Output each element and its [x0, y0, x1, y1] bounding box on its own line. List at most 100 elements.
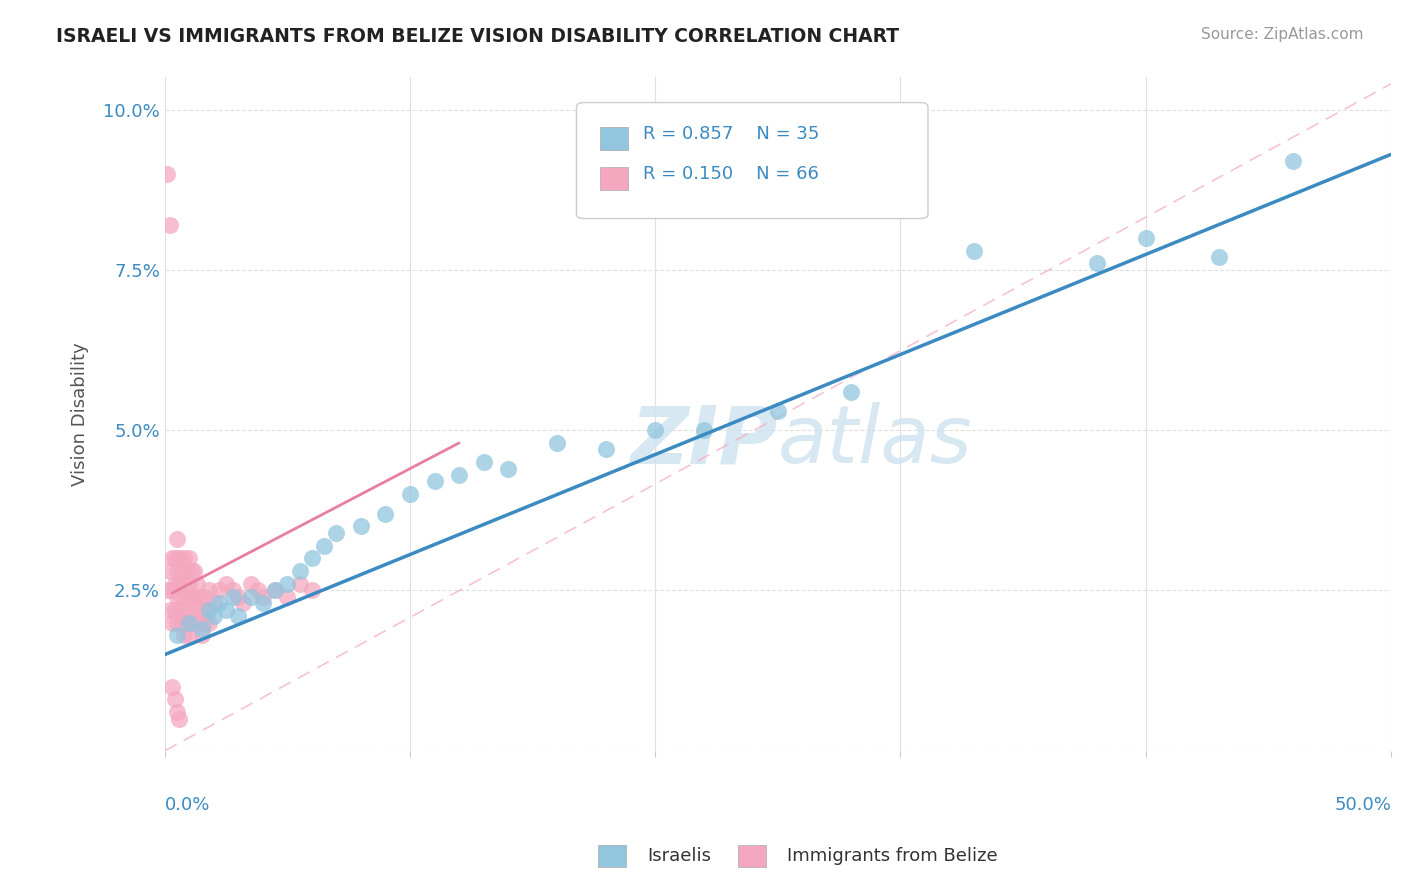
- Point: [252, 590, 274, 604]
- Point: [173, 577, 195, 591]
- Point: [208, 583, 231, 598]
- Point: [202, 609, 225, 624]
- Point: [163, 551, 186, 566]
- Point: [215, 577, 238, 591]
- Point: [325, 525, 347, 540]
- Point: [170, 564, 193, 578]
- Point: [314, 539, 336, 553]
- Point: [163, 577, 186, 591]
- Point: [169, 603, 191, 617]
- Text: R = 0.150    N = 66: R = 0.150 N = 66: [643, 165, 818, 183]
- Point: [163, 692, 186, 706]
- Point: [173, 628, 195, 642]
- Point: [222, 583, 245, 598]
- Point: [595, 442, 617, 457]
- Point: [183, 590, 205, 604]
- Point: [160, 551, 183, 566]
- Point: [232, 596, 254, 610]
- Point: [246, 583, 269, 598]
- Point: [222, 590, 245, 604]
- Point: [166, 532, 188, 546]
- Point: [183, 564, 205, 578]
- Point: [288, 564, 311, 578]
- Point: [173, 551, 195, 566]
- Point: [198, 615, 221, 630]
- Text: ISRAELI VS IMMIGRANTS FROM BELIZE VISION DISABILITY CORRELATION CHART: ISRAELI VS IMMIGRANTS FROM BELIZE VISION…: [56, 27, 900, 45]
- Point: [252, 596, 274, 610]
- Point: [176, 615, 198, 630]
- Point: [176, 590, 198, 604]
- Point: [202, 596, 225, 610]
- Point: [1085, 256, 1108, 270]
- Point: [239, 590, 262, 604]
- Point: [159, 603, 181, 617]
- Point: [963, 244, 986, 258]
- Point: [159, 218, 181, 232]
- Point: [156, 583, 179, 598]
- Point: [644, 423, 666, 437]
- Text: Israelis: Israelis: [647, 847, 711, 865]
- Point: [198, 603, 221, 617]
- Point: [215, 603, 238, 617]
- Point: [1282, 153, 1305, 168]
- Y-axis label: Vision Disability: Vision Disability: [72, 343, 89, 486]
- Point: [188, 590, 211, 604]
- Point: [496, 461, 519, 475]
- Point: [169, 712, 191, 726]
- Point: [179, 628, 201, 642]
- Point: [160, 583, 183, 598]
- Text: 0.0%: 0.0%: [165, 796, 209, 814]
- Point: [160, 680, 183, 694]
- Point: [173, 603, 195, 617]
- Point: [239, 577, 262, 591]
- Point: [156, 167, 179, 181]
- Point: [179, 551, 201, 566]
- Point: [264, 583, 287, 598]
- Point: [1208, 250, 1230, 264]
- Point: [472, 455, 495, 469]
- Point: [190, 622, 212, 636]
- Point: [166, 590, 188, 604]
- Text: Immigrants from Belize: Immigrants from Belize: [787, 847, 998, 865]
- Point: [226, 590, 249, 604]
- Point: [186, 603, 208, 617]
- Point: [179, 577, 201, 591]
- Point: [188, 615, 211, 630]
- Point: [190, 603, 212, 617]
- Point: [160, 615, 183, 630]
- Point: [693, 423, 716, 437]
- Text: ZIP: ZIP: [630, 402, 778, 480]
- Point: [169, 551, 191, 566]
- Point: [288, 577, 311, 591]
- Point: [301, 551, 323, 566]
- Point: [180, 615, 202, 630]
- Point: [198, 583, 221, 598]
- Point: [176, 564, 198, 578]
- Point: [208, 596, 231, 610]
- Point: [170, 590, 193, 604]
- Point: [276, 577, 298, 591]
- Point: [169, 577, 191, 591]
- Point: [166, 706, 188, 720]
- Point: [264, 583, 287, 598]
- Point: [447, 468, 470, 483]
- Point: [301, 583, 323, 598]
- Point: [193, 590, 215, 604]
- Point: [179, 615, 201, 630]
- Point: [766, 404, 789, 418]
- Point: [195, 603, 218, 617]
- Point: [166, 615, 188, 630]
- Point: [170, 615, 193, 630]
- Point: [186, 577, 208, 591]
- Point: [180, 564, 202, 578]
- Point: [166, 564, 188, 578]
- Text: Source: ZipAtlas.com: Source: ZipAtlas.com: [1201, 27, 1364, 42]
- Point: [159, 564, 181, 578]
- Point: [374, 507, 396, 521]
- Point: [350, 519, 373, 533]
- Point: [183, 615, 205, 630]
- Point: [399, 487, 422, 501]
- Point: [163, 603, 186, 617]
- Point: [423, 475, 446, 489]
- Point: [276, 590, 298, 604]
